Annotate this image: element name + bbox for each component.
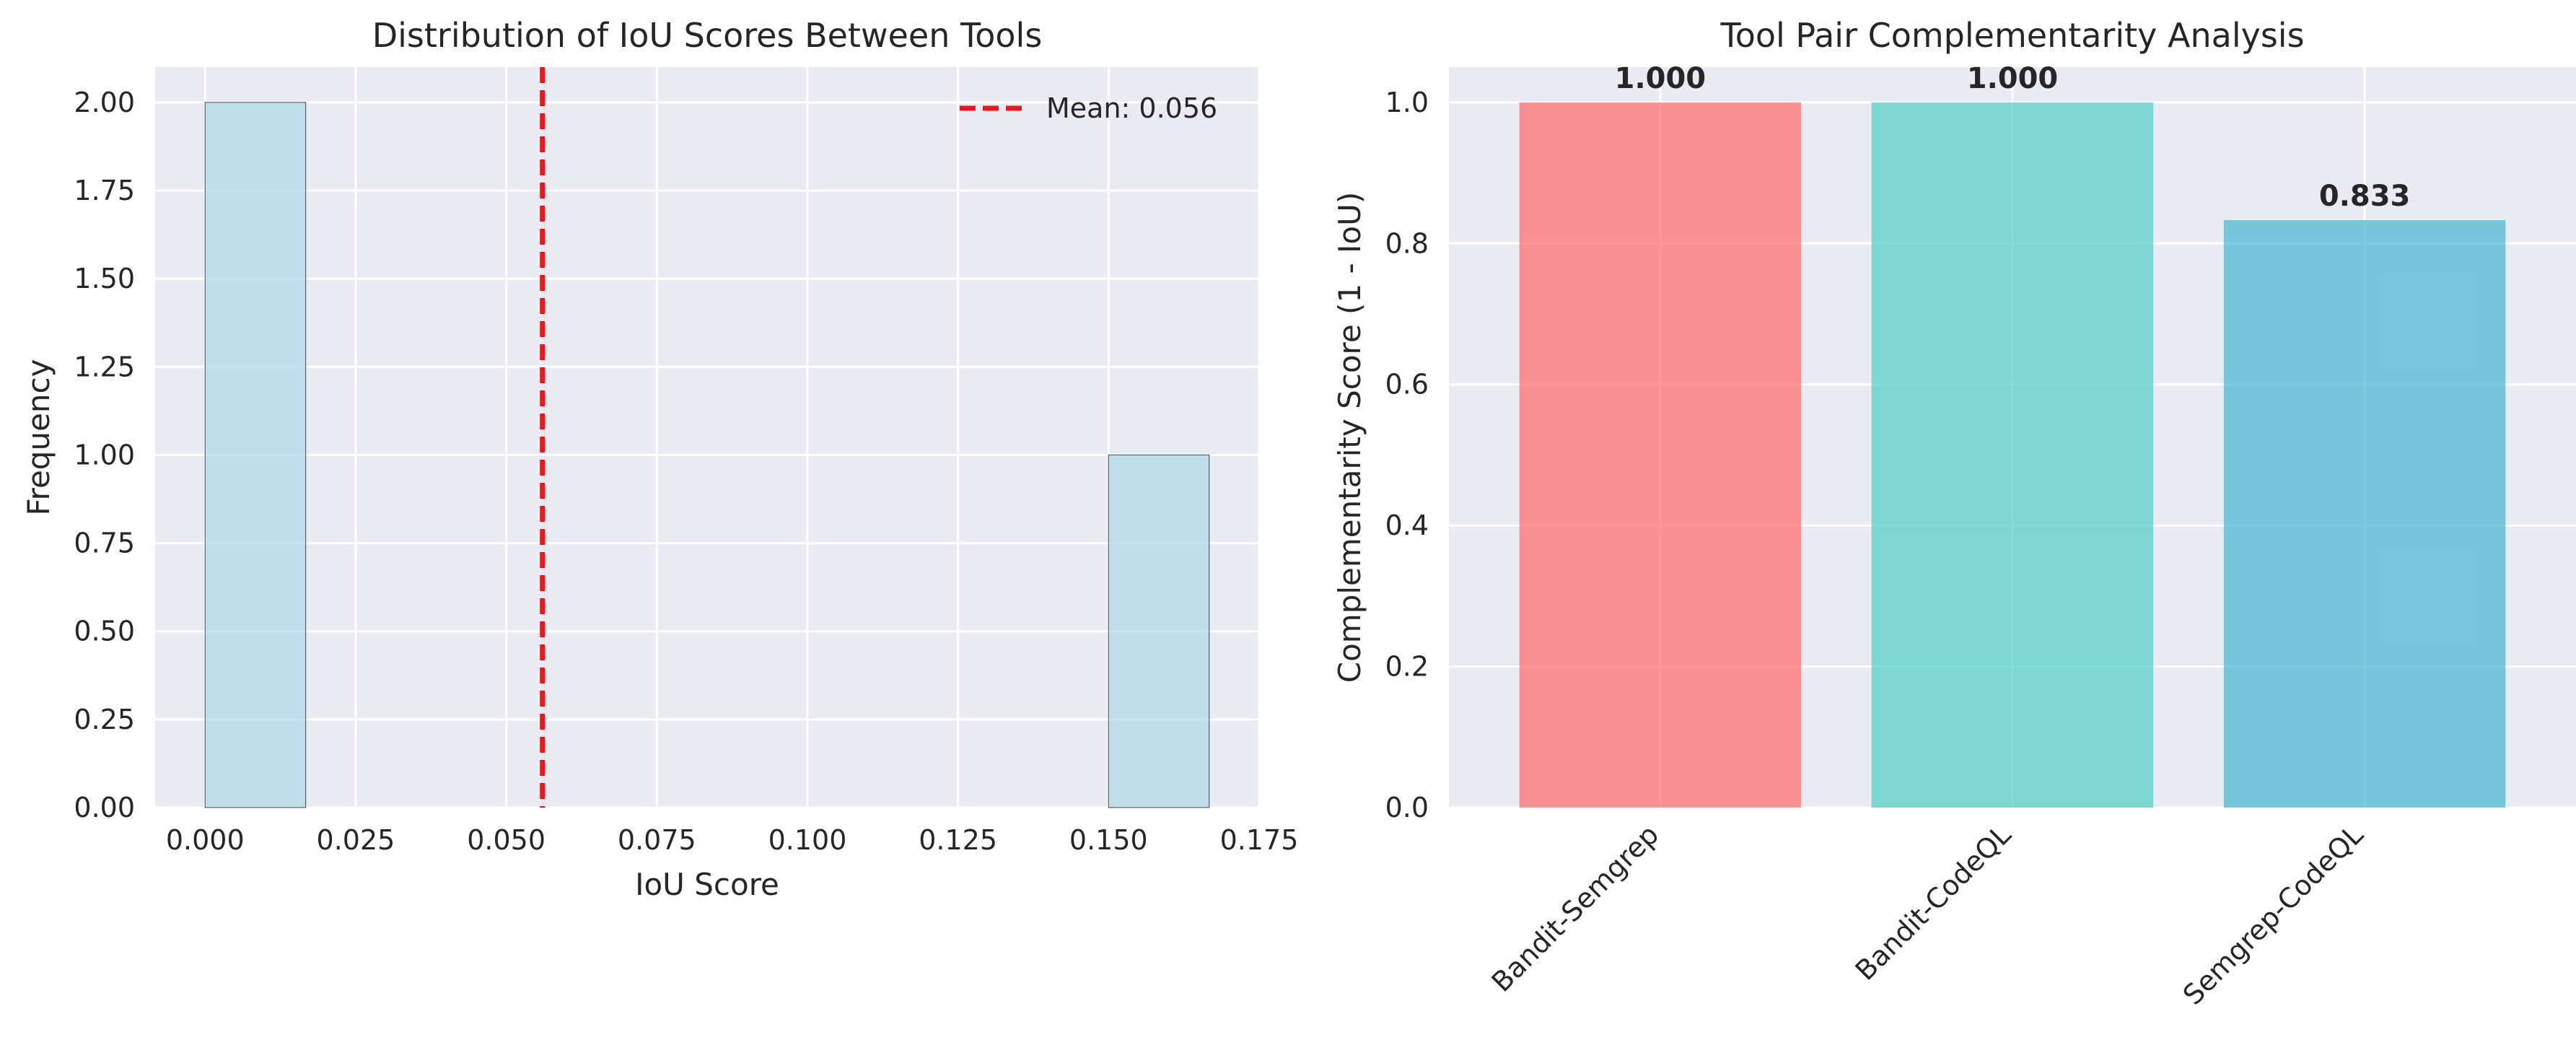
y-tick-label: 0.2 bbox=[1385, 651, 1429, 683]
legend-mean-label: Mean: 0.056 bbox=[1046, 92, 1217, 124]
histogram-bar bbox=[204, 102, 307, 808]
complementarity-x-ticks: Bandit-Semgrep Bandit-CodeQL Semgrep-CodeQ… bbox=[1486, 818, 2370, 1011]
y-tick-label: 1.00 bbox=[74, 439, 135, 471]
bar-value-label: 1.000 bbox=[1967, 62, 2059, 95]
y-tick-label: 0.6 bbox=[1385, 369, 1429, 401]
y-tick-label: 0.4 bbox=[1385, 510, 1429, 541]
y-tick-label: 1.25 bbox=[74, 351, 135, 382]
histogram-x-ticks: 0.000 0.025 0.050 0.075 0.100 0.125 0.150 0.175 bbox=[166, 824, 1299, 856]
y-tick-label: 0.0 bbox=[1385, 792, 1429, 823]
y-tick-label: 1.75 bbox=[74, 175, 135, 206]
y-tick-label: 1.0 bbox=[1385, 87, 1429, 118]
complementarity-title: Tool Pair Complementarity Analysis bbox=[1719, 16, 2304, 55]
x-tick-label: 0.175 bbox=[1220, 824, 1299, 856]
y-tick-label: 0.00 bbox=[74, 792, 135, 823]
y-tick-label: 0.50 bbox=[74, 616, 135, 647]
x-tick-label: 0.150 bbox=[1069, 824, 1148, 856]
y-tick-label: 2.00 bbox=[74, 87, 135, 118]
complementarity-y-ticks: 0.0 0.2 0.4 0.6 0.8 1.0 bbox=[1385, 87, 1429, 823]
complementarity-bars bbox=[1519, 102, 2506, 808]
x-tick-label: Semgrep-CodeQL bbox=[2177, 818, 2370, 1011]
y-tick-label: 0.75 bbox=[74, 528, 135, 559]
x-tick-label: 0.000 bbox=[166, 824, 245, 856]
x-tick-label: 0.125 bbox=[919, 824, 997, 856]
histogram-plot-area bbox=[155, 67, 1259, 808]
histogram-x-axis-label: IoU Score bbox=[635, 867, 779, 902]
x-tick-label: Bandit-Semgrep bbox=[1486, 818, 1665, 998]
bar-value-label: 1.000 bbox=[1615, 62, 1707, 95]
histogram-grid bbox=[155, 67, 1261, 809]
x-tick-label: 0.025 bbox=[317, 824, 395, 856]
y-tick-label: 0.25 bbox=[74, 704, 135, 735]
histogram-legend: Mean: 0.056 bbox=[960, 92, 1217, 124]
complementarity-bar-panel: 1.000 1.000 0.833 Bandit-Semgrep Bandit-Cod… bbox=[1332, 16, 2576, 1011]
y-tick-label: 1.50 bbox=[74, 263, 135, 294]
histogram-y-ticks: 0.00 0.25 0.50 0.75 1.00 1.25 1.50 1.75 2.00 bbox=[74, 87, 135, 823]
x-tick-label: Bandit-CodeQL bbox=[1849, 818, 2018, 987]
histogram-bar bbox=[1108, 454, 1210, 808]
x-tick-label: 0.100 bbox=[768, 824, 847, 856]
x-tick-label: 0.075 bbox=[618, 824, 696, 856]
bar-value-label: 0.833 bbox=[2319, 180, 2411, 213]
complementarity-y-axis-label: Complementarity Score (1 - IoU) bbox=[1332, 192, 1367, 683]
y-tick-label: 0.8 bbox=[1385, 227, 1429, 259]
complementarity-value-labels: 1.000 1.000 0.833 bbox=[1615, 62, 2411, 213]
histogram-bars bbox=[204, 102, 1210, 808]
complementarity-bar bbox=[1519, 102, 1802, 808]
complementarity-bar bbox=[1871, 102, 2154, 808]
histogram-title: Distribution of IoU Scores Between Tools bbox=[372, 16, 1043, 55]
iou-histogram-panel: 0.000 0.025 0.050 0.075 0.100 0.125 0.150 0.175… bbox=[21, 16, 1298, 902]
complementarity-bar bbox=[2223, 220, 2506, 808]
histogram-y-axis-label: Frequency bbox=[21, 359, 56, 516]
x-tick-label: 0.050 bbox=[467, 824, 546, 856]
